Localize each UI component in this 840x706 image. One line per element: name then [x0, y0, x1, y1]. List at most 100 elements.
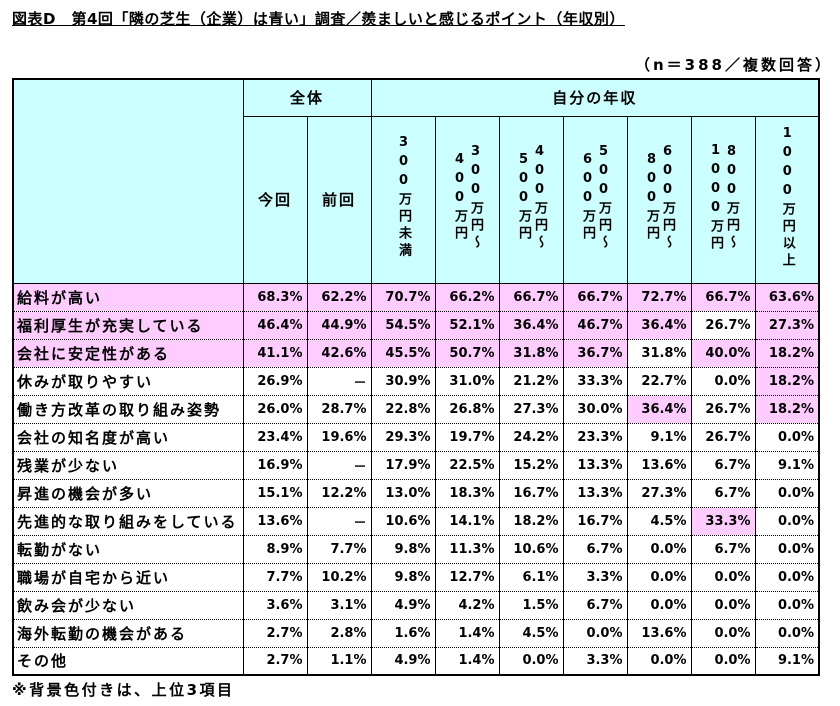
value-cell: 27.3% [754, 310, 820, 340]
value-cell: 0.0% [754, 478, 820, 508]
value-cell: 12.2% [306, 478, 372, 508]
table-row: 休みが取りやすい 26.9% － 30.9% 31.0% 21.2% 33.3% 22.7% 0… [12, 366, 820, 396]
table-header: 全体 自分の年収 今回 前回 300万円未満 300万円～ 400万円 400万円… [12, 78, 820, 284]
data-table: 全体 自分の年収 今回 前回 300万円未満 300万円～ 400万円 400万円… [12, 78, 821, 676]
footnote: ※背景色付きは、上位3項目 [12, 681, 235, 699]
row-label: 働き方改革の取り組み姿勢 [12, 394, 244, 424]
value-cell: 9.1% [626, 422, 692, 452]
value-cell: 31.8% [498, 338, 564, 368]
value-cell: 26.9% [242, 366, 308, 396]
header-line: 500万円～ [596, 143, 612, 252]
value-cell: 44.9% [306, 310, 372, 340]
value-cell: 0.0% [562, 618, 628, 648]
value-cell: 18.2% [754, 394, 820, 424]
value-cell: 0.0% [690, 618, 756, 648]
value-cell: 30.9% [370, 366, 436, 396]
value-cell: 0.0% [754, 534, 820, 564]
value-cell: 0.0% [754, 422, 820, 452]
value-cell: 63.6% [754, 282, 820, 312]
value-cell: 27.3% [626, 478, 692, 508]
table-row: 飲み会が少ない 3.6% 3.1% 4.9% 4.2% 1.5% 6.7% 0.0% 0.0% 0… [12, 590, 820, 620]
value-cell: 6.7% [690, 450, 756, 480]
value-cell: 0.0% [690, 562, 756, 592]
value-cell: 50.7% [434, 338, 500, 368]
row-label: 休みが取りやすい [12, 366, 244, 396]
header-line: 600万円 [580, 152, 596, 243]
value-cell: 9.1% [754, 646, 820, 676]
row-label: 給料が高い [12, 282, 244, 312]
value-cell: 1.4% [434, 618, 500, 648]
value-cell: 2.8% [306, 618, 372, 648]
value-cell: 7.7% [242, 562, 308, 592]
value-cell: 29.3% [370, 422, 436, 452]
value-cell: 16.7% [498, 478, 564, 508]
value-cell: 2.7% [242, 618, 308, 648]
value-cell: 10.2% [306, 562, 372, 592]
value-cell: － [306, 366, 372, 396]
value-cell: 8.9% [242, 534, 308, 564]
value-cell: 0.0% [754, 562, 820, 592]
value-cell: 26.7% [690, 394, 756, 424]
value-cell: 9.1% [754, 450, 820, 480]
vertical-header-text: 1000万円以上 [779, 126, 795, 270]
value-cell: 0.0% [626, 646, 692, 676]
value-cell: 66.7% [498, 282, 564, 312]
value-cell: 16.7% [562, 506, 628, 536]
value-cell: 6.7% [690, 534, 756, 564]
column-header-income-400-500: 400万円～ 500万円 [498, 115, 564, 284]
table-row: 職場が自宅から近い 7.7% 10.2% 9.8% 12.7% 6.1% 3.3% 0.0% 0… [12, 562, 820, 592]
value-cell: 9.8% [370, 534, 436, 564]
value-cell: 31.0% [434, 366, 500, 396]
value-cell: 13.6% [626, 618, 692, 648]
value-cell: 0.0% [626, 562, 692, 592]
value-cell: 3.6% [242, 590, 308, 620]
value-cell: 6.7% [690, 478, 756, 508]
value-cell: 27.3% [498, 394, 564, 424]
value-cell: 36.4% [626, 310, 692, 340]
value-cell: 52.1% [434, 310, 500, 340]
header-row-columns: 今回 前回 300万円未満 300万円～ 400万円 400万円～ 500万円 50… [13, 115, 820, 284]
value-cell: 26.7% [690, 310, 756, 340]
value-cell: 36.4% [626, 394, 692, 424]
value-cell: 4.9% [370, 590, 436, 620]
column-header-income-300-400: 300万円～ 400万円 [434, 115, 500, 284]
value-cell: 18.2% [754, 338, 820, 368]
value-cell: 13.6% [626, 450, 692, 480]
value-cell: 1.5% [498, 590, 564, 620]
chart-title: 図表D 第4回「隣の芝生（企業）は青い」調査／羨ましいと感じるポイント（年収別） [12, 10, 625, 28]
value-cell: 42.6% [306, 338, 372, 368]
value-cell: 66.7% [562, 282, 628, 312]
table-row: 先進的な取り組みをしている 13.6% － 10.6% 14.1% 18.2% 16.7% 4… [12, 506, 820, 536]
value-cell: 0.0% [754, 590, 820, 620]
value-cell: － [306, 450, 372, 480]
value-cell: 46.7% [562, 310, 628, 340]
row-label: 福利厚生が充実している [12, 310, 244, 340]
value-cell: 18.2% [498, 506, 564, 536]
header-line: 300万円未満 [396, 135, 412, 260]
column-header-income-1000-plus: 1000万円以上 [754, 115, 820, 284]
value-cell: 40.0% [690, 338, 756, 368]
value-cell: 0.0% [754, 506, 820, 536]
value-cell: 70.7% [370, 282, 436, 312]
value-cell: 26.8% [434, 394, 500, 424]
header-line: 400万円～ [532, 143, 548, 252]
value-cell: 7.7% [306, 534, 372, 564]
column-header-current: 今回 [242, 115, 308, 284]
value-cell: 22.5% [434, 450, 500, 480]
header-line: 600万円～ [660, 143, 676, 252]
value-cell: 4.9% [370, 646, 436, 676]
column-header-income-600-800: 600万円～ 800万円 [626, 115, 692, 284]
column-header-previous: 前回 [306, 115, 372, 284]
table-row: 会社の知名度が高い 23.4% 19.6% 29.3% 19.7% 24.2% 23.3% 9… [12, 422, 820, 452]
row-label: その他 [12, 646, 244, 676]
value-cell: 0.0% [690, 646, 756, 676]
value-cell: 0.0% [498, 646, 564, 676]
value-cell: 72.7% [626, 282, 692, 312]
group-header-income: 自分の年収 [370, 78, 820, 117]
value-cell: 3.3% [562, 562, 628, 592]
value-cell: 10.6% [498, 534, 564, 564]
row-label-header [12, 78, 244, 284]
value-cell: 54.5% [370, 310, 436, 340]
header-line: 400万円 [452, 152, 468, 243]
value-cell: 66.2% [434, 282, 500, 312]
